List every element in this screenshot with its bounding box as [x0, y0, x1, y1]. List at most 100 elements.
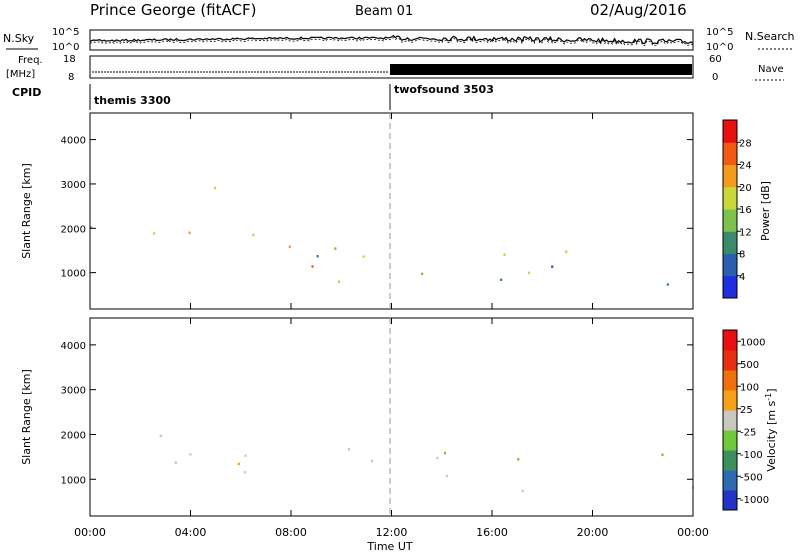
x-tick-label: 16:00	[476, 526, 508, 539]
colorbar-tick-label: -1000	[740, 495, 769, 506]
colorbar-segment	[723, 330, 737, 351]
colorbar-segment	[723, 470, 737, 491]
scatter-point	[90, 226, 93, 229]
power-y-axis: 1000 2000 3000 4000	[61, 136, 693, 280]
scatter-point	[153, 232, 156, 235]
velocity-colorbar: 1000 500 100 25 -25 -100 -500 -1000	[722, 329, 769, 511]
colorbar-segment	[723, 120, 737, 143]
power-panel-frame	[89, 112, 694, 310]
nsearch-tick-top: 10^5	[706, 27, 733, 38]
scatter-point	[174, 461, 177, 464]
y-tick-label: 2000	[61, 224, 86, 235]
colorbar-segment	[723, 142, 737, 165]
colorbar-segment	[723, 430, 737, 451]
x-tick-label: 12:00	[376, 526, 408, 539]
scatter-point	[188, 231, 191, 235]
scatter-point	[348, 448, 351, 451]
nsearch-series-line	[89, 37, 694, 47]
y-tick-label: 1000	[61, 269, 86, 280]
x-tick-label: 20:00	[577, 526, 609, 539]
date-title: 02/Aug/2016	[590, 1, 687, 19]
colorbar-segment	[723, 253, 737, 277]
power-colorbar-label: Power [dB]	[759, 181, 772, 241]
nave-label: Nave	[758, 64, 784, 75]
scatter-point	[159, 434, 162, 438]
colorbar-segment	[723, 164, 737, 188]
colorbar-tick-label: 16	[739, 205, 752, 216]
colorbar-segment	[723, 209, 737, 232]
colorbar-tick-label: -500	[740, 472, 763, 483]
time-x-axis: 00:00 04:00 08:00 12:00 16:00 20:00 00:00	[74, 113, 709, 539]
colorbar-tick-label: 20	[739, 183, 752, 194]
x-tick-label: 04:00	[175, 526, 207, 539]
scatter-point	[362, 255, 365, 258]
y-tick-label: 4000	[61, 341, 86, 352]
scatter-point	[189, 453, 192, 456]
colorbar-segment	[723, 490, 737, 511]
freq-tick-top: 18	[63, 54, 76, 65]
colorbar-segment	[723, 390, 737, 411]
colorbar-tick-label: -25	[740, 427, 756, 438]
colorbar-tick-label: 8	[739, 250, 745, 261]
colorbar-frame	[722, 329, 738, 511]
nsky-tick-bottom: 10^0	[52, 42, 79, 53]
nsearch-label: N.Search	[745, 30, 795, 43]
colorbar-tick-label: 4	[739, 272, 745, 283]
beam-title: Beam 01	[355, 4, 413, 19]
colorbar-segment	[723, 231, 737, 254]
velocity-scatter-layer	[159, 434, 695, 493]
colorbar-tick-label: -100	[740, 450, 763, 461]
power-y-label: Slant Range [km]	[20, 163, 33, 259]
velocity-y-label: Slant Range [km]	[20, 369, 33, 465]
x-axis-label: Time UT	[366, 540, 412, 553]
nsearch-tick-bottom: 10^0	[706, 42, 733, 53]
scatter-point	[337, 280, 340, 283]
colorbar-tick-label: 100	[740, 382, 759, 393]
scatter-point	[316, 255, 319, 258]
colorbar-segment	[723, 410, 737, 431]
power-colorbar: 4 8 12 16 20 24 28	[722, 119, 752, 299]
colorbar-segment	[723, 186, 737, 210]
scatter-point	[527, 271, 531, 275]
scatter-point	[661, 453, 664, 457]
colorbar-tick-label: 12	[739, 227, 752, 238]
power-scatter-layer	[90, 186, 669, 286]
y-tick-label: 3000	[61, 180, 86, 191]
nsky-series-line	[89, 34, 694, 45]
scatter-point	[551, 265, 554, 268]
velocity-panel-frame	[89, 317, 694, 517]
station-title: Prince George (fitACF)	[90, 1, 256, 19]
scatter-point	[443, 451, 447, 455]
scatter-point	[503, 253, 506, 256]
cpid-mode-2: twofsound 3503	[394, 83, 494, 96]
x-tick-label: 00:00	[74, 526, 106, 539]
nave-series-block	[390, 64, 692, 75]
y-tick-label: 4000	[61, 136, 86, 147]
cpid-label: CPID	[12, 86, 41, 99]
nsky-panel-frame	[89, 29, 694, 51]
freq-label-2: [MHz]	[6, 69, 35, 80]
x-tick-label: 00:00	[677, 526, 709, 539]
nave-tick-bottom: 0	[712, 72, 718, 83]
scatter-point	[445, 474, 448, 478]
nsky-tick-top: 10^5	[52, 27, 79, 38]
y-tick-label: 2000	[61, 430, 86, 441]
scatter-point	[243, 471, 247, 474]
colorbar-tick-label: 1000	[740, 337, 765, 348]
freq-panel-frame	[89, 55, 694, 79]
nave-tick-top: 60	[709, 54, 722, 65]
scatter-point	[521, 489, 524, 493]
colorbar-tick-label: 24	[739, 161, 752, 172]
scatter-point	[237, 462, 240, 466]
colorbar-segment	[723, 350, 737, 371]
colorbar-tick-label: 28	[739, 138, 752, 149]
cpid-mode-1: themis 3300	[94, 94, 171, 107]
velocity-y-axis: 1000 2000 3000 4000	[61, 341, 693, 486]
scatter-point	[288, 245, 291, 248]
colorbar-segment	[723, 450, 737, 471]
colorbar-tick-label: 25	[740, 405, 753, 416]
colorbar-segment	[723, 275, 737, 299]
colorbar-segment	[723, 370, 737, 391]
x-tick-label: 08:00	[275, 526, 307, 539]
